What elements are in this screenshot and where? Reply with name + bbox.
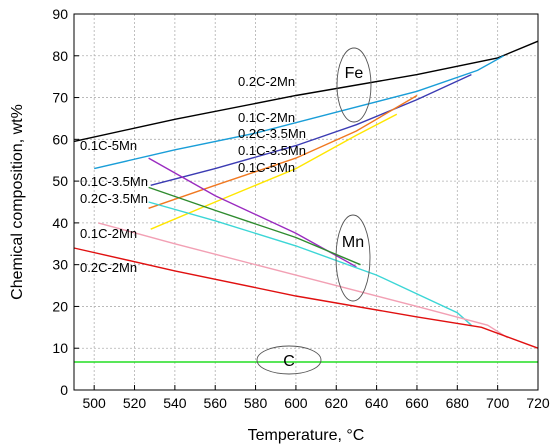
x-tick-label: 660: [405, 395, 429, 411]
series-layer: [73, 40, 539, 363]
label-mn-0-1c-5mn: 0.1C-5Mn: [80, 138, 137, 153]
x-tick-label: 580: [244, 395, 268, 411]
label-fe-0-2c-3-5mn: 0.2C-3.5Mn: [238, 126, 306, 141]
y-tick-label: 10: [52, 340, 68, 356]
axis-ticks: [74, 13, 539, 391]
y-axis-tick-labels: 0 10 20 30 40 50 60 70 80 90: [52, 6, 68, 398]
x-axis-title: Temperature, °C: [248, 427, 365, 444]
plot-frame: [73, 13, 539, 391]
y-tick-label: 60: [52, 131, 68, 147]
label-mn-0-2c-3-5mn: 0.2C-3.5Mn: [80, 191, 148, 206]
y-axis-title: Chemical composition, wt%: [9, 104, 26, 300]
x-tick-label: 500: [82, 395, 106, 411]
y-tick-label: 40: [52, 215, 68, 231]
label-fe-0-1c-3-5mn: 0.1C-3.5Mn: [238, 143, 306, 158]
grid: [74, 13, 539, 391]
y-tick-label: 70: [52, 90, 68, 106]
x-tick-label: 520: [123, 395, 147, 411]
series-line-fe-0-2c-2mn: [73, 40, 539, 143]
label-mn-0-1c-3-5mn: 0.1C-3.5Mn: [80, 174, 148, 189]
x-tick-label: 700: [486, 395, 510, 411]
series-line-mn-0-2c-2mn: [73, 247, 539, 349]
label-fe-0-2c-2mn: 0.2C-2Mn: [238, 74, 295, 89]
series-line-mn-0-1c-3-5mn: [148, 186, 361, 266]
x-tick-label: 720: [526, 395, 550, 411]
y-tick-label: 20: [52, 298, 68, 314]
y-tick-label: 50: [52, 173, 68, 189]
x-tick-label: 680: [446, 395, 470, 411]
x-axis-tick-labels: 500 520 540 560 580 600 620 640 660 680 700 720: [82, 395, 549, 411]
x-tick-label: 640: [365, 395, 389, 411]
series-line-mn-0-1c-2mn: [98, 222, 509, 339]
mn-group-label: Mn: [342, 234, 364, 251]
y-tick-label: 80: [52, 48, 68, 64]
label-mn-0-1c-2mn: 0.1C-2Mn: [80, 226, 137, 241]
fe-group-label: Fe: [345, 65, 364, 82]
x-tick-label: 540: [163, 395, 187, 411]
c-group-ellipse: [256, 345, 322, 375]
x-tick-label: 620: [325, 395, 349, 411]
fe-group-ellipse: [336, 47, 372, 123]
mn-group-ellipse: [335, 214, 371, 302]
label-fe-0-1c-2mn: 0.1C-2Mn: [238, 110, 295, 125]
label-mn-0-2c-2mn: 0.2C-2Mn: [80, 260, 137, 275]
y-tick-label: 30: [52, 257, 68, 273]
x-tick-label: 600: [284, 395, 308, 411]
series-line-fe-0-1c-3-5mn: [148, 94, 418, 209]
y-tick-label: 90: [52, 6, 68, 22]
label-fe-0-1c-5mn: 0.1C-5Mn: [238, 160, 295, 175]
x-tick-label: 560: [204, 395, 228, 411]
y-tick-label: 0: [60, 382, 68, 398]
c-group-label: C: [283, 353, 295, 370]
series-line-fe-0-1c-5mn: [150, 113, 398, 230]
series-line-fe-0-2c-3-5mn: [150, 73, 472, 186]
series-line-fe-0-1c-2mn: [94, 55, 505, 170]
